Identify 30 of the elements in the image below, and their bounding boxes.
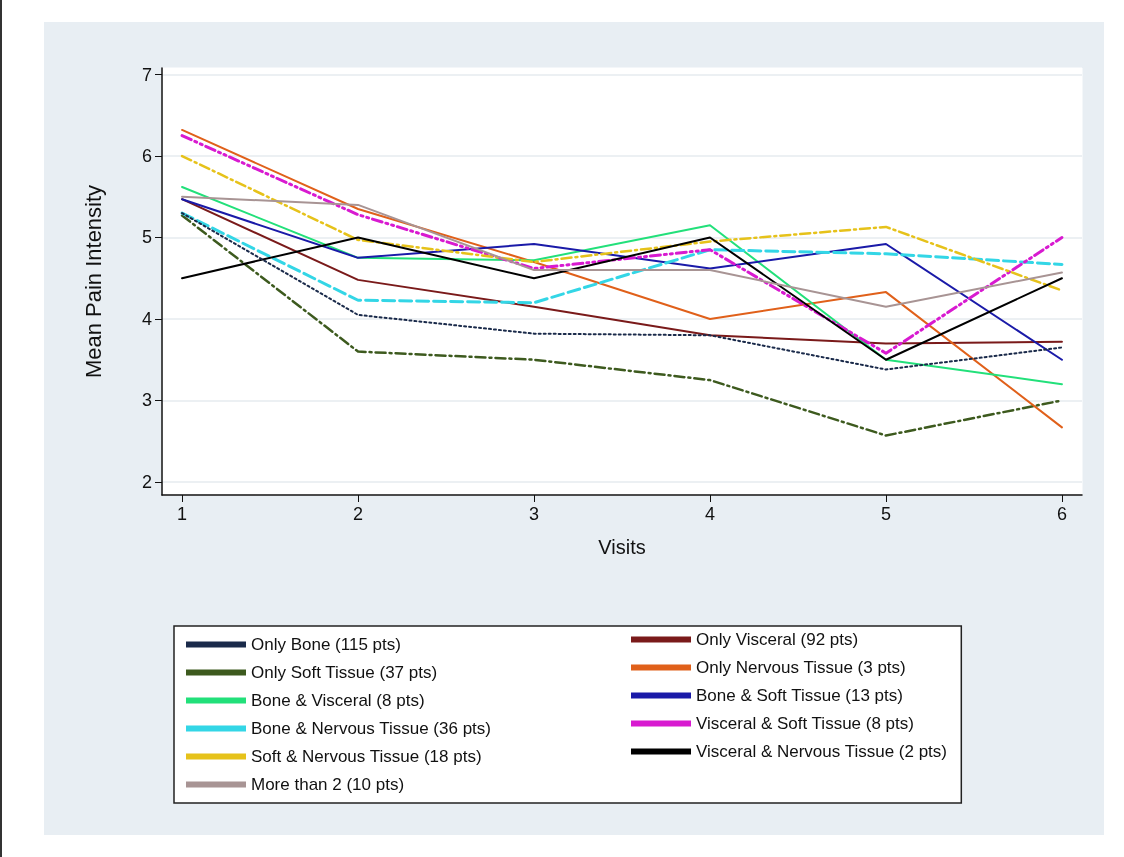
x-tick-label: 4 [704,504,715,524]
legend-label: Only Nervous Tissue (3 pts) [696,658,906,677]
line-series [180,134,1064,355]
y-tick-label: 6 [141,146,152,167]
x-tick-label: 2 [353,504,364,524]
legend-label: Bone & Visceral (8 pts) [251,691,425,710]
line-series [181,185,1063,386]
line-series [180,211,1064,305]
line-series [181,128,1063,429]
x-tick-label: 3 [529,504,540,524]
x-tick-label: 5 [880,504,891,524]
x-tick-label: 1 [177,504,188,524]
legend-label: Only Visceral (92 pts) [696,630,859,649]
legend-label: Visceral & Nervous Tissue (2 pts) [696,742,947,761]
y-tick-label: 5 [141,227,152,248]
legend-label: Visceral & Soft Tissue (8 pts) [696,714,914,733]
y-tick-label: 2 [141,471,152,492]
legend-label: Only Bone (115 pts) [251,635,401,654]
legend-label: Bone & Nervous Tissue (36 pts) [251,719,492,738]
y-axis-title: Mean Pain Intensity [80,184,106,379]
legend-label: More than 2 (10 pts) [251,775,405,794]
x-tick-label: 6 [1056,504,1067,524]
legend-label: Soft & Nervous Tissue (18 pts) [251,747,482,766]
y-tick-label: 3 [141,390,152,411]
legend-label: Only Soft Tissue (37 pts) [251,663,438,682]
y-tick-label: 7 [141,64,152,85]
line-series [181,195,1063,308]
y-tick-label: 4 [141,308,152,329]
legend-label: Bone & Soft Tissue (13 pts) [696,686,903,705]
x-axis-title: Visits [598,536,646,558]
